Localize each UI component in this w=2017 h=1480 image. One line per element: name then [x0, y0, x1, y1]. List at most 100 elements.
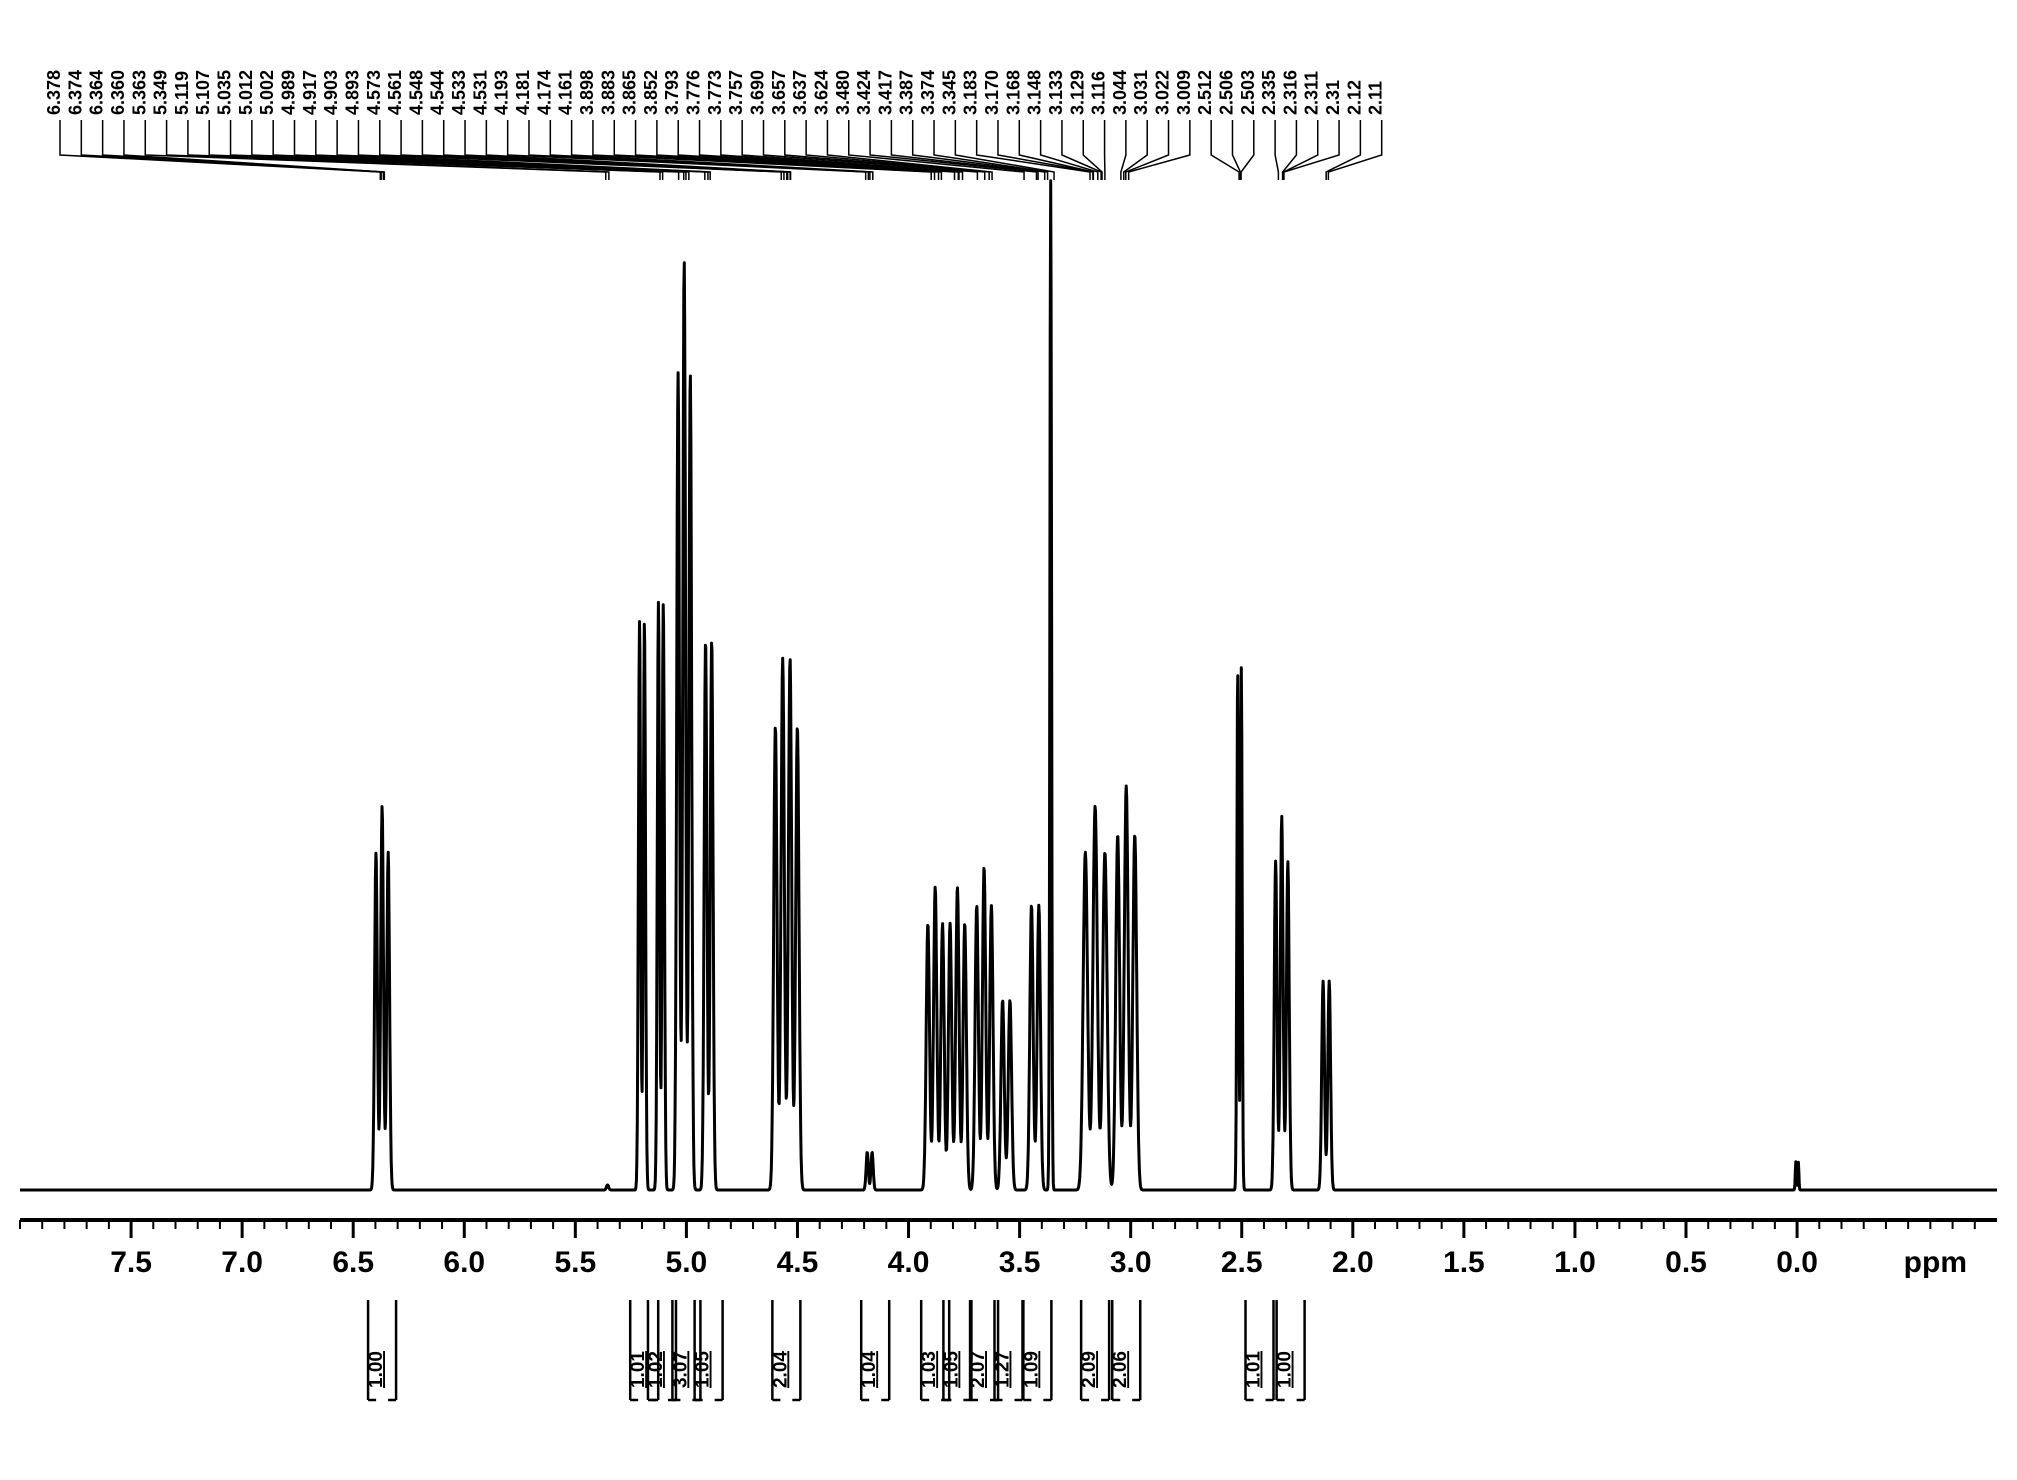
peak-ppm-label: 3.637 — [790, 70, 810, 115]
peak-ppm-label: 2.316 — [1280, 70, 1300, 115]
peak-ppm-label: 4.531 — [470, 70, 490, 115]
peak-ppm-label: 3.690 — [747, 70, 767, 115]
axis-tick-label: 1.5 — [1443, 1246, 1485, 1279]
peak-ppm-label: 3.417 — [875, 70, 895, 115]
peak-ppm-label: 2.503 — [1238, 70, 1258, 115]
peak-ppm-label: 5.107 — [193, 70, 213, 115]
peak-ppm-label: 4.989 — [278, 70, 298, 115]
nmr-svg: 6.3786.3746.3646.3605.3635.3495.1195.107… — [0, 0, 2017, 1480]
peak-ppm-label: 3.657 — [769, 70, 789, 115]
peak-ppm-label: 3.168 — [1003, 70, 1023, 115]
peak-ppm-label: 3.133 — [1046, 70, 1066, 115]
peak-ppm-label: 3.757 — [726, 70, 746, 115]
integral-label: 1.27 — [993, 1351, 1014, 1388]
axis-tick-label: 6.0 — [443, 1246, 485, 1279]
peak-ppm-label: 2.31 — [1323, 80, 1343, 115]
peak-ppm-label: 5.035 — [215, 70, 235, 115]
peak-ppm-label: 3.374 — [918, 70, 938, 115]
integral-label: 2.04 — [770, 1351, 791, 1388]
peak-ppm-label: 4.893 — [342, 70, 362, 115]
nmr-spectrum: 6.3786.3746.3646.3605.3635.3495.1195.107… — [0, 0, 2017, 1480]
peak-ppm-label: 3.898 — [577, 70, 597, 115]
peak-ppm-label: 4.573 — [364, 70, 384, 115]
axis-unit-label: ppm — [1904, 1246, 1967, 1279]
peak-ppm-label: 6.374 — [65, 70, 85, 115]
peak-ppm-label: 4.193 — [492, 70, 512, 115]
peak-ppm-label: 6.364 — [87, 70, 107, 115]
peak-ppm-label: 3.624 — [811, 70, 831, 115]
axis-tick-label: 2.5 — [1221, 1246, 1263, 1279]
peak-leader-line — [167, 120, 609, 180]
integral-label: 1.04 — [859, 1351, 880, 1388]
axis-tick-label: 1.0 — [1554, 1246, 1596, 1279]
integral-label: 1.09 — [1021, 1351, 1042, 1388]
integral-label: 1.03 — [919, 1351, 940, 1388]
peak-ppm-label: 5.119 — [172, 71, 192, 115]
axis-tick-label: 7.0 — [221, 1246, 263, 1279]
peak-ppm-label: 5.012 — [236, 70, 256, 115]
peak-ppm-label: 3.776 — [684, 70, 704, 115]
axis-tick-label: 0.0 — [1776, 1246, 1818, 1279]
peak-ppm-label: 3.345 — [939, 70, 959, 115]
peak-ppm-label: 4.161 — [556, 70, 576, 115]
peak-leader-line — [1275, 120, 1278, 180]
integral-label: 1.05 — [693, 1351, 714, 1388]
peak-ppm-label: 2.512 — [1195, 70, 1215, 115]
peak-ppm-label: 2.311 — [1302, 71, 1322, 115]
peak-ppm-label: 3.044 — [1110, 70, 1130, 115]
peak-leader-line — [124, 120, 384, 180]
peak-ppm-label: 3.387 — [897, 70, 917, 115]
axis-tick-label: 6.5 — [332, 1246, 374, 1279]
axis-tick-label: 5.5 — [554, 1246, 596, 1279]
peak-ppm-label: 3.009 — [1174, 70, 1194, 115]
peak-ppm-label: 3.148 — [1025, 70, 1045, 115]
peak-ppm-label: 2.12 — [1344, 80, 1364, 115]
peak-ppm-label: 3.793 — [662, 70, 682, 115]
integral-label: 1.00 — [366, 1351, 387, 1388]
axis-tick-label: 4.0 — [888, 1246, 930, 1279]
peak-ppm-label: 3.852 — [641, 70, 661, 115]
peak-ppm-label: 3.865 — [620, 70, 640, 115]
peak-ppm-label: 4.181 — [513, 70, 533, 115]
peak-ppm-label: 3.116 — [1089, 71, 1109, 115]
integral-label: 2.07 — [968, 1351, 989, 1388]
peak-leader-line — [1241, 120, 1254, 180]
peak-leader-line — [60, 120, 380, 180]
peak-ppm-label: 3.170 — [982, 70, 1002, 115]
peak-ppm-label: 4.533 — [449, 70, 469, 115]
peak-ppm-label: 4.548 — [406, 70, 426, 115]
integral-label: 2.06 — [1110, 1351, 1131, 1388]
axis-tick-label: 4.5 — [777, 1246, 819, 1279]
peak-leader-line — [1211, 120, 1239, 180]
axis-tick-label: 3.5 — [999, 1246, 1041, 1279]
peak-leader-line — [422, 120, 786, 180]
peak-ppm-label: 6.360 — [108, 70, 128, 115]
axis-tick-label: 3.0 — [1110, 1246, 1152, 1279]
axis-tick-label: 7.5 — [110, 1246, 152, 1279]
peak-ppm-label: 3.773 — [705, 70, 725, 115]
spectrum-trace — [20, 181, 1997, 1190]
peak-leader-line — [1328, 120, 1381, 180]
peak-ppm-label: 5.363 — [129, 70, 149, 115]
peak-ppm-label: 3.183 — [961, 70, 981, 115]
peak-ppm-label: 4.917 — [300, 70, 320, 115]
peak-ppm-label: 2.335 — [1259, 70, 1279, 115]
peak-ppm-label: 5.349 — [151, 70, 171, 115]
peak-ppm-label: 5.002 — [257, 70, 277, 115]
peak-ppm-label: 3.480 — [833, 70, 853, 115]
integral-label: 2.09 — [1079, 1351, 1100, 1388]
peak-ppm-label: 3.424 — [854, 70, 874, 115]
peak-ppm-label: 4.174 — [534, 70, 554, 115]
axis-tick-label: 0.5 — [1665, 1246, 1707, 1279]
axis-tick-label: 5.0 — [666, 1246, 708, 1279]
peak-ppm-label: 2.506 — [1216, 70, 1236, 115]
integral-label: 1.00 — [1275, 1351, 1296, 1388]
peak-ppm-label: 4.561 — [385, 70, 405, 115]
peak-leader-line — [1129, 120, 1190, 180]
integral-label: 3.07 — [670, 1351, 691, 1388]
peak-ppm-label: 4.544 — [428, 70, 448, 115]
peak-ppm-label: 3.883 — [598, 70, 618, 115]
peak-ppm-label: 4.903 — [321, 70, 341, 115]
peak-ppm-label: 2.11 — [1366, 81, 1386, 115]
integral-label: 1.05 — [941, 1351, 962, 1388]
